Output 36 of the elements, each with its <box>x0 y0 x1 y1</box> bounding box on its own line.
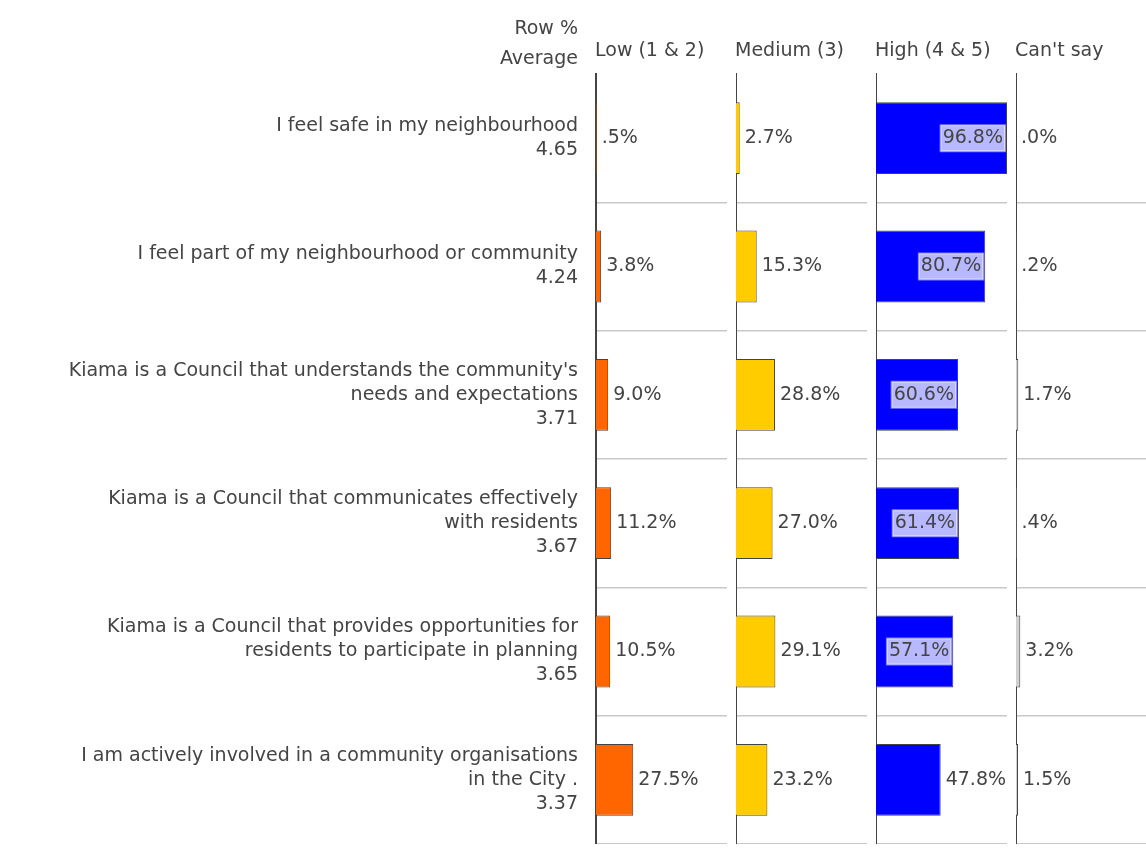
data-label: 96.8% <box>942 125 1003 148</box>
data-label: 27.0% <box>777 510 838 533</box>
y-tick-label: I am actively involved in a community organisations in the City . 3.37 <box>81 742 578 813</box>
data-label: 27.5% <box>638 766 699 789</box>
text: Can't say <box>1015 38 1104 60</box>
data-label: 23.2% <box>772 766 833 789</box>
text: Average <box>499 46 578 68</box>
data-label: 1.5% <box>1023 766 1072 789</box>
data-label: 1.7% <box>1023 381 1072 404</box>
y-tick-label: Kiama is a Council that communicates effectively with residents 3.67 <box>108 486 578 557</box>
data-label: 80.7% <box>920 253 982 276</box>
chart-title: Medium (3) <box>735 38 844 60</box>
data-label: 3.2% <box>1025 638 1074 661</box>
data-label: 28.8% <box>779 381 841 404</box>
y-tick-label: Kiama is a Council that provides opportunities for residents to participate in planning 3.65 <box>107 614 579 685</box>
data-label: 10.5% <box>615 638 676 661</box>
data-label: 57.1% <box>888 638 950 661</box>
y-tick-label: I feel part of my neighbourhood or community 4.24 <box>137 241 578 288</box>
data-label: .0% <box>1021 125 1058 148</box>
y-tick-label: I feel safe in my neighbourhood 4.65 <box>276 113 578 160</box>
data-label: .4% <box>1021 510 1058 533</box>
data-label: 29.1% <box>780 638 841 661</box>
data-label: 60.6% <box>893 381 955 404</box>
data-label: 47.8% <box>945 766 1007 789</box>
data-label: 3.8% <box>606 253 655 276</box>
data-label: 61.4% <box>894 510 956 533</box>
data-label: 2.7% <box>744 125 793 148</box>
data-label: 15.3% <box>761 253 823 276</box>
chart-title: Low (1 & 2) <box>595 38 705 60</box>
y-tick-label: Kiama is a Council that understands the community's needs and expectations 3.71 <box>68 357 578 428</box>
data-label: 11.2% <box>616 510 677 533</box>
data-label: 9.0% <box>613 381 662 404</box>
chart-title: High (4 & 5) <box>875 38 991 60</box>
text: Row % <box>514 16 578 38</box>
data-label: .2% <box>1021 253 1058 276</box>
data-label: .5% <box>601 125 638 148</box>
